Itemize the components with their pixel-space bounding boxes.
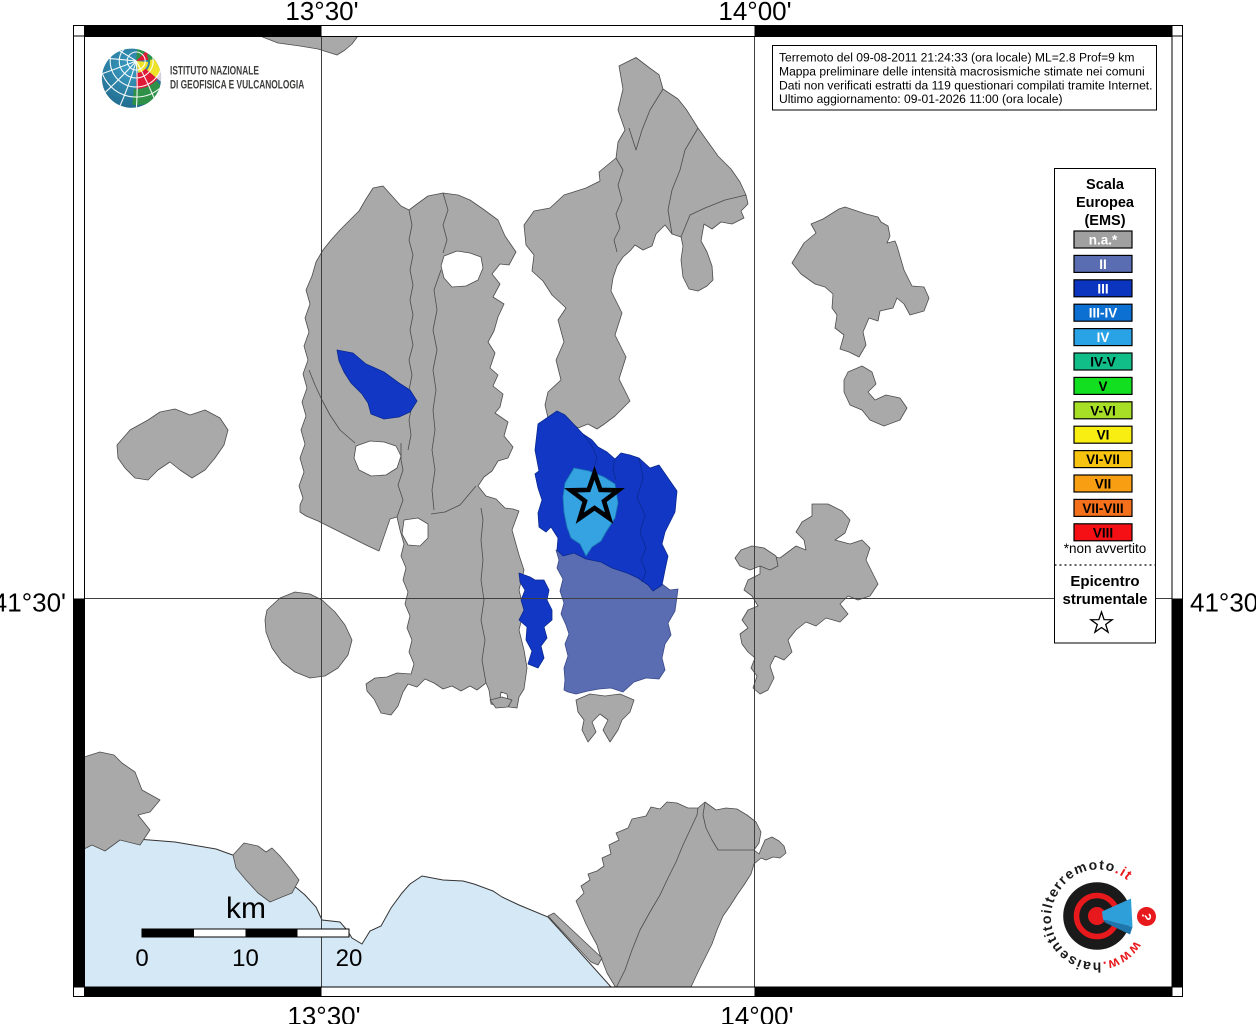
svg-text:VIII: VIII [1093,525,1113,540]
svg-text:Dati non verificati estratti d: Dati non verificati estratti da 119 ques… [779,78,1153,92]
svg-text:13°30': 13°30' [285,0,358,26]
svg-text:ISTITUTO NAZIONALE: ISTITUTO NAZIONALE [170,64,259,78]
svg-text:14°00': 14°00' [718,0,791,26]
svg-text:(EMS): (EMS) [1084,213,1125,229]
svg-text:strumentale: strumentale [1062,591,1147,608]
svg-text:14°00': 14°00' [720,1001,793,1024]
svg-text:41°30': 41°30' [0,588,66,618]
svg-text:IV-V: IV-V [1090,355,1116,370]
svg-text:Ultimo aggiornamento: 09-01-20: Ultimo aggiornamento: 09-01-2026 11:00 (… [779,92,1062,106]
svg-text:Terremoto del 09-08-2011 21:24: Terremoto del 09-08-2011 21:24:33 (ora l… [779,51,1134,65]
svg-text:20: 20 [336,945,363,972]
svg-text:III: III [1097,281,1108,296]
svg-text:II: II [1099,257,1107,272]
svg-text:V-VI: V-VI [1090,403,1116,418]
svg-text:Epicentro: Epicentro [1070,573,1139,590]
svg-text:*non avvertito: *non avvertito [1064,541,1147,556]
svg-text:III-IV: III-IV [1089,306,1118,321]
svg-text:IV: IV [1097,330,1110,345]
svg-text:10: 10 [232,945,259,972]
svg-text:13°30': 13°30' [287,1001,360,1024]
svg-text:VII: VII [1095,477,1112,492]
svg-text:?: ? [1138,911,1154,921]
svg-text:Mappa preliminare delle intens: Mappa preliminare delle intensità macros… [779,64,1145,78]
svg-text:n.a.*: n.a.* [1089,233,1118,248]
svg-text:0: 0 [135,945,148,972]
svg-text:Scala: Scala [1086,177,1125,193]
svg-text:VI-VII: VI-VII [1086,452,1120,467]
svg-text:DI GEOFISICA E VULCANOLOGIA: DI GEOFISICA E VULCANOLOGIA [170,78,305,92]
svg-text:km: km [226,892,266,925]
svg-text:VI: VI [1097,428,1110,443]
svg-text:Europea: Europea [1076,195,1135,211]
svg-text:V: V [1098,379,1107,394]
svg-text:41°30': 41°30' [1190,588,1256,618]
svg-text:VII-VIII: VII-VIII [1082,501,1123,516]
